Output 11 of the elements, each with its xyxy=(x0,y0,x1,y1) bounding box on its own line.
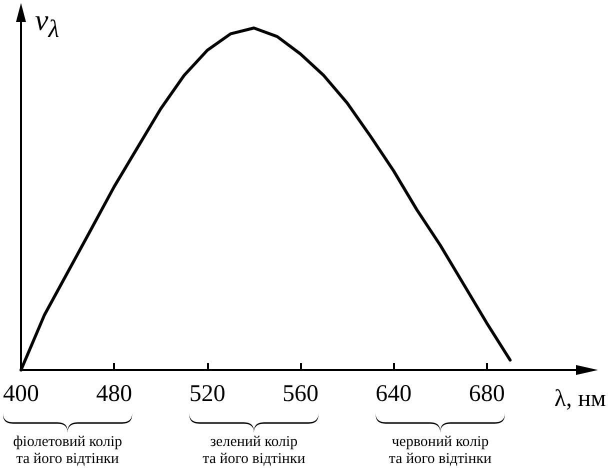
x-tick-label: 400 xyxy=(3,381,39,407)
x-tick-label: 680 xyxy=(468,381,505,407)
x-axis-title: λ, нм xyxy=(554,386,606,413)
x-tick-label: 520 xyxy=(189,381,226,407)
text: зелений колір та його відтінки xyxy=(202,434,306,468)
x-tick-label: 560 xyxy=(282,381,318,407)
text: червоний колір та його відтінки xyxy=(388,434,493,468)
text: фіолетовий колір та його відтінки xyxy=(12,434,124,468)
y-axis-title: v$_{λ}$ xyxy=(35,4,60,44)
x-tick-label: 480 xyxy=(96,381,132,407)
x-tick-label: 640 xyxy=(376,381,412,407)
